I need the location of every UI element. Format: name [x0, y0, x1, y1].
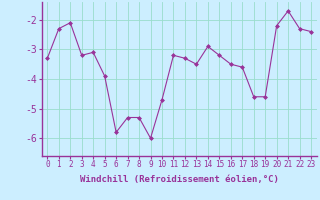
X-axis label: Windchill (Refroidissement éolien,°C): Windchill (Refroidissement éolien,°C)	[80, 175, 279, 184]
